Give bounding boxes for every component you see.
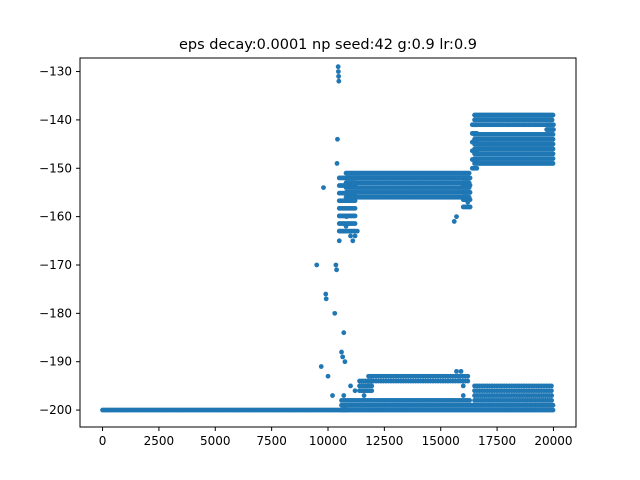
data-point (467, 175, 473, 181)
data-point (467, 402, 472, 408)
data-point (335, 69, 341, 74)
data-point (458, 368, 464, 374)
data-point (460, 393, 466, 398)
y-tick-label: −130 (39, 65, 72, 79)
data-point (345, 190, 351, 195)
plot-frame (79, 57, 577, 428)
x-tick-label: 7500 (256, 434, 287, 448)
data-point (550, 146, 556, 152)
data-point (465, 199, 471, 205)
data-point (352, 221, 358, 226)
data-point (341, 393, 347, 398)
data-point (454, 368, 459, 374)
y-tick-label: −170 (39, 258, 72, 272)
data-point (550, 156, 556, 161)
data-point (336, 73, 341, 79)
data-point (550, 112, 556, 118)
data-point (350, 238, 356, 244)
x-tick-label: 10000 (309, 434, 347, 448)
data-point (456, 373, 462, 379)
y-tick-label: −180 (39, 306, 72, 320)
data-point (454, 214, 459, 220)
data-point (333, 262, 339, 268)
data-point (352, 213, 358, 219)
data-point (549, 402, 555, 408)
y-tick-label: −200 (39, 403, 72, 417)
data-point (339, 398, 344, 403)
data-point (352, 205, 358, 211)
data-point (332, 310, 338, 316)
data-point (359, 402, 365, 408)
data-point (549, 388, 554, 394)
y-tick-label: −190 (39, 355, 72, 369)
data-point (549, 383, 554, 389)
data-point (467, 190, 473, 195)
y-tick-label: −160 (39, 210, 72, 224)
chart-title: eps decay:0.0001 np seed:42 g:0.9 lr:0.9 (179, 37, 477, 53)
data-point (339, 349, 344, 355)
data-point (348, 233, 353, 239)
data-point (321, 185, 326, 191)
data-point (460, 383, 466, 389)
data-point (474, 165, 480, 171)
data-point (340, 354, 346, 360)
data-point (334, 267, 339, 273)
data-point (335, 64, 341, 70)
data-point (354, 228, 360, 234)
data-point (551, 127, 556, 132)
data-point (369, 383, 375, 389)
data-point (352, 388, 358, 394)
data-point (549, 117, 555, 123)
y-tick-label: −140 (39, 113, 72, 127)
data-point (550, 151, 556, 157)
data-point (451, 219, 457, 224)
x-tick-label: 20000 (534, 434, 572, 448)
data-point (342, 359, 348, 365)
data-point (550, 136, 556, 142)
x-tick-label: 12500 (365, 434, 403, 448)
data-point (466, 170, 472, 176)
data-point (467, 204, 473, 210)
data-point (341, 330, 347, 336)
data-point (336, 238, 342, 244)
x-tick-label: 15000 (422, 434, 460, 448)
data-points (100, 64, 556, 413)
data-point (551, 122, 556, 128)
x-tick-label: 0 (99, 434, 107, 448)
data-point (336, 78, 342, 84)
data-point (323, 291, 329, 297)
data-point (369, 388, 375, 394)
data-point (338, 228, 343, 234)
data-point (550, 407, 556, 413)
x-tick-label: 17500 (478, 434, 516, 448)
data-point (334, 161, 340, 166)
data-point (549, 393, 555, 398)
data-point (325, 373, 331, 379)
data-point (330, 393, 335, 398)
data-point (348, 383, 353, 389)
data-point (361, 393, 367, 398)
x-tick-label: 2500 (144, 434, 175, 448)
data-point (549, 398, 555, 403)
data-point (318, 364, 324, 369)
x-tick-label: 5000 (200, 434, 231, 448)
data-point (467, 182, 473, 188)
data-point (467, 398, 472, 403)
data-point (343, 223, 349, 229)
x-axis-ticks: 0 2500 5000 7500 10000 12500 15000 17500 20000 (99, 427, 573, 448)
data-point (550, 161, 556, 166)
data-point (344, 214, 349, 220)
data-point (323, 296, 329, 302)
data-point (465, 378, 471, 384)
data-point (314, 262, 320, 268)
y-axis-ticks: −200 −190 −180 −170 −160 −150 −140 −130 (39, 65, 80, 417)
data-point (465, 373, 471, 379)
data-point (369, 378, 375, 384)
y-tick-label: −150 (39, 161, 72, 175)
data-point (335, 136, 340, 142)
data-point (550, 132, 556, 137)
data-point (550, 141, 556, 147)
data-point (352, 233, 358, 239)
